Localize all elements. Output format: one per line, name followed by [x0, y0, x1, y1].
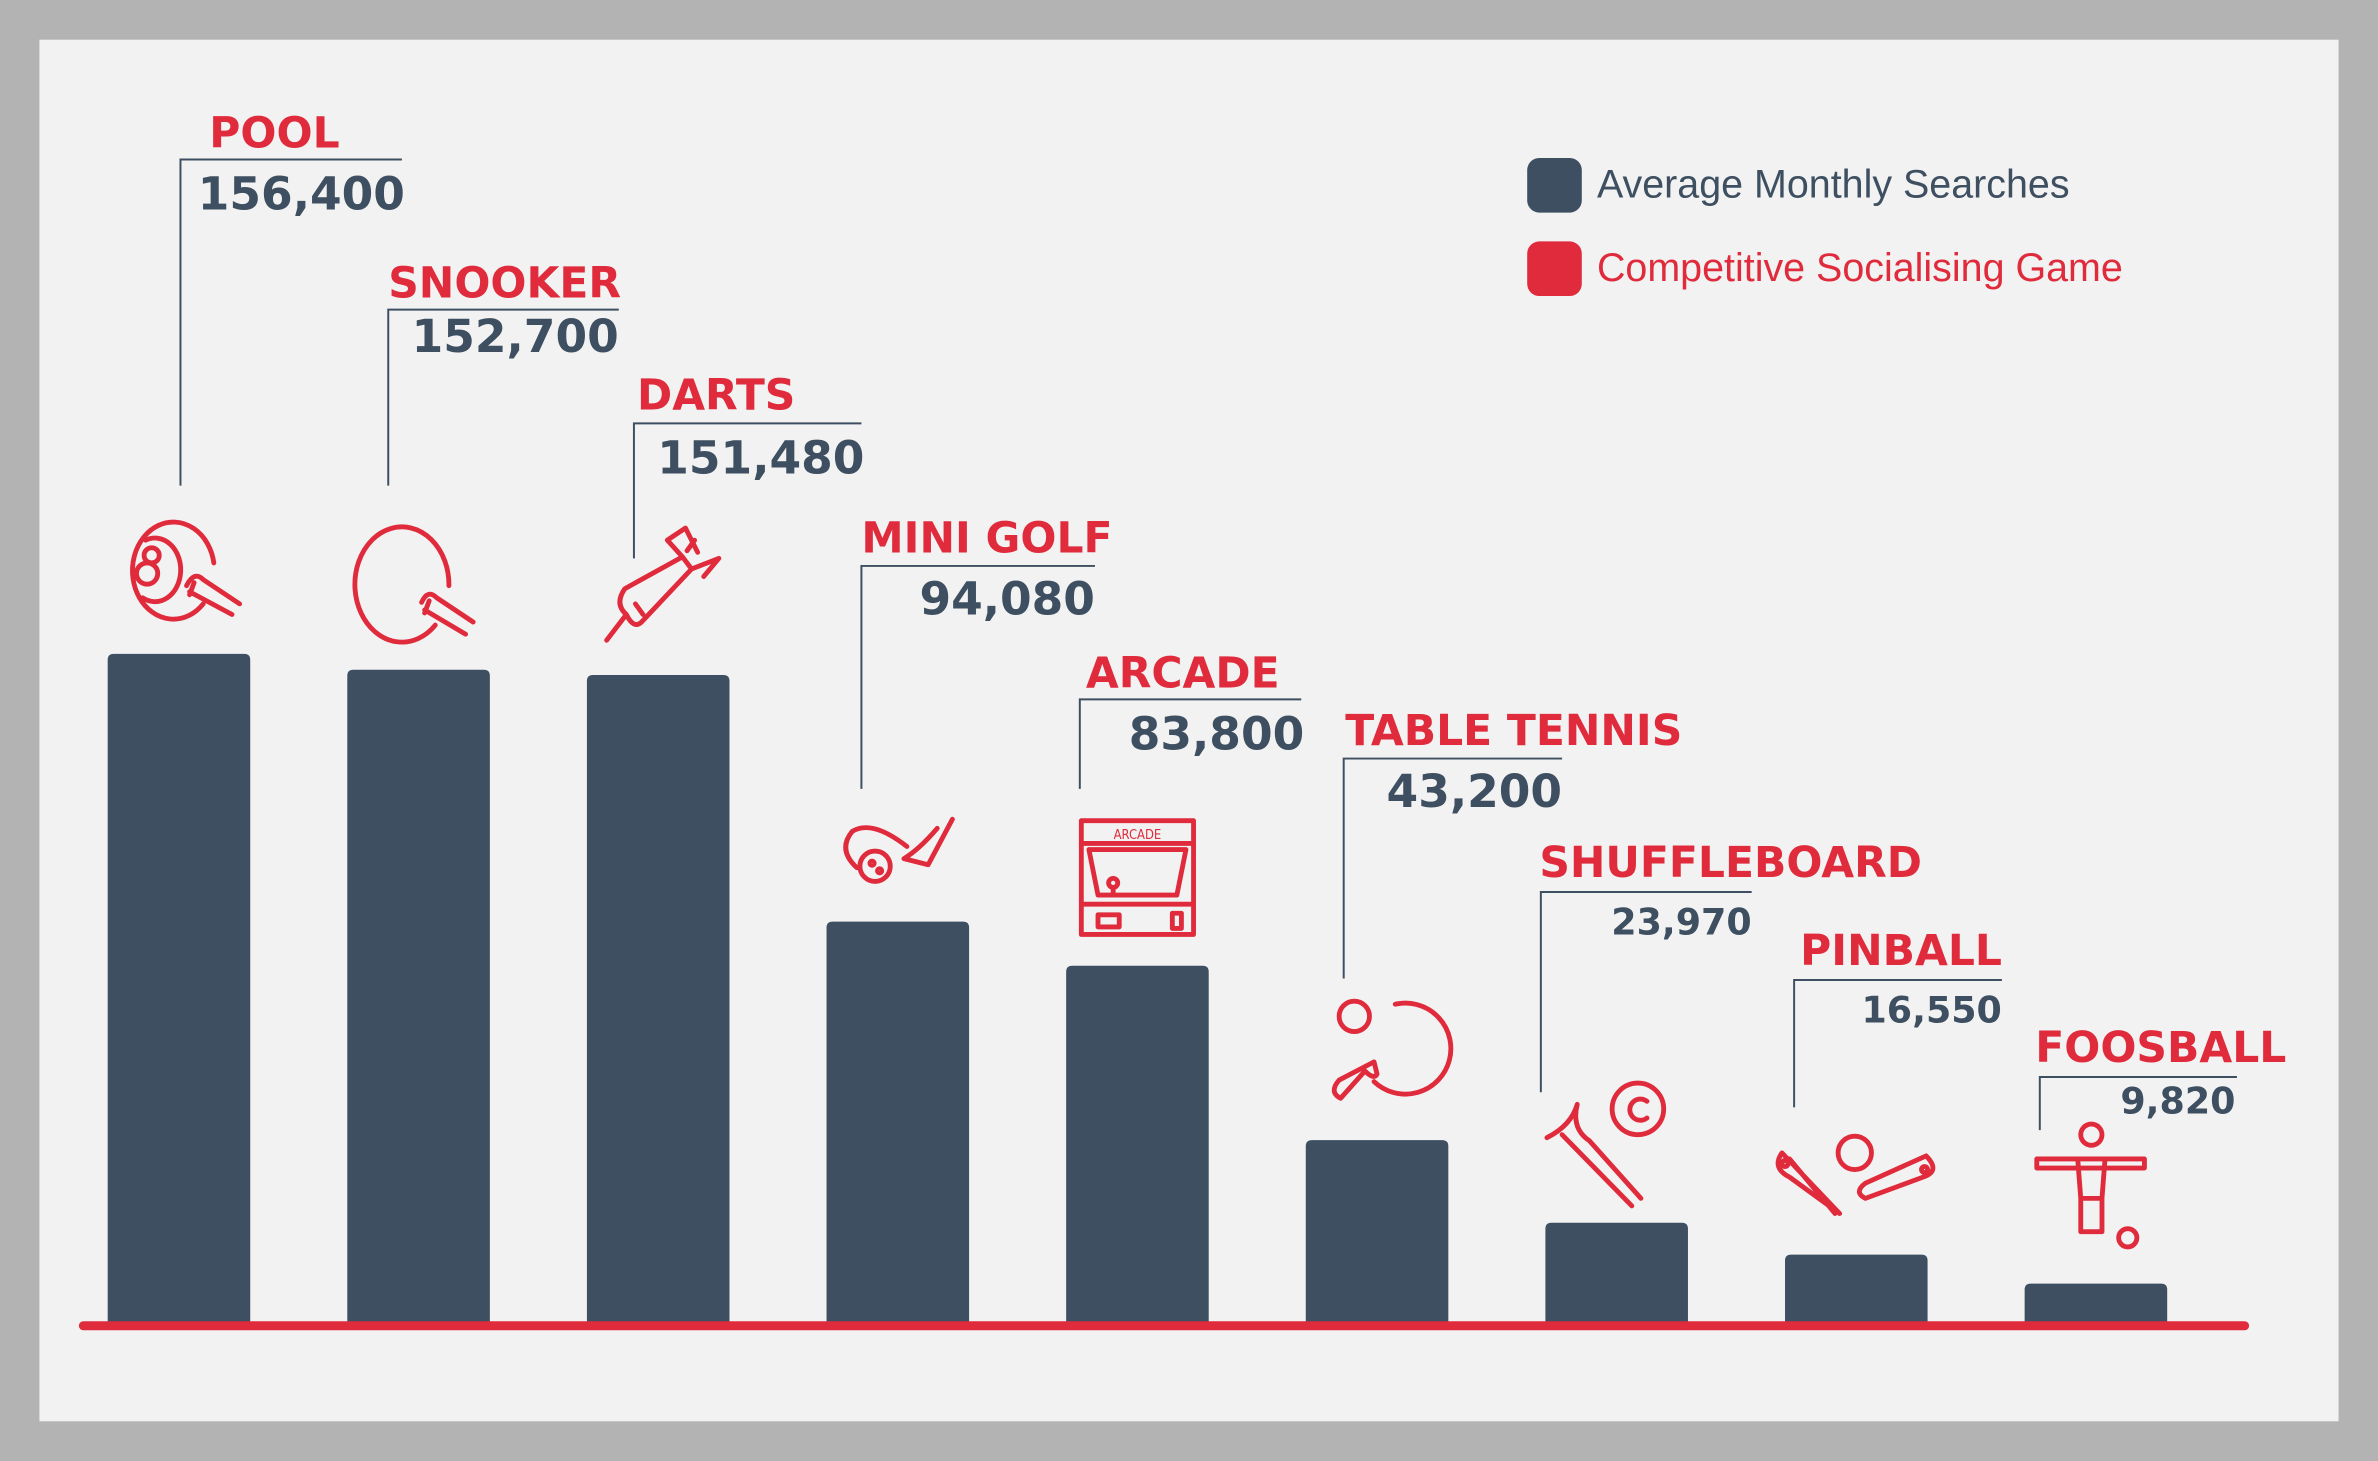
category-label: TABLE TENNIS — [1345, 707, 1682, 756]
data-label: 9,820 — [2120, 1079, 2235, 1122]
category-label: SNOOKER — [388, 260, 621, 309]
table-tennis-paddle-icon — [1331, 998, 1454, 1101]
data-label: 16,550 — [1862, 988, 2002, 1031]
bar-pinball — [1785, 1254, 1928, 1326]
bar-mini-golf — [826, 921, 970, 1326]
category-label: MINI GOLF — [861, 514, 1112, 563]
bar-table-tennis — [1305, 1140, 1449, 1326]
leader-line — [1078, 698, 1302, 789]
leader-line — [387, 308, 619, 486]
pinball-flippers-icon — [1775, 1133, 1936, 1216]
data-label: 43,200 — [1387, 765, 1563, 818]
bar-shuffleboard — [1545, 1222, 1688, 1326]
bar-pool — [107, 653, 251, 1326]
bar-darts — [586, 675, 730, 1326]
leader-line — [632, 422, 862, 559]
legend-swatch-searches — [1527, 157, 1582, 213]
arcade-cabinet-icon: ARCADE — [1078, 818, 1196, 937]
pool-ball-cue-icon — [130, 519, 243, 622]
foosball-player-icon — [2034, 1121, 2147, 1250]
legend-label-game: Competitive Socialising Game — [1597, 246, 2123, 290]
snooker-ball-cue-icon — [352, 524, 476, 645]
data-label: 151,480 — [657, 431, 864, 484]
baseline — [78, 1321, 2250, 1331]
bars — [107, 653, 2168, 1326]
bar-foosball — [2024, 1283, 2168, 1326]
dart-icon — [604, 525, 722, 643]
leader-line — [860, 564, 1095, 789]
leader-line — [1539, 891, 1752, 1093]
leader-line — [1793, 978, 2002, 1108]
leader-line — [179, 158, 402, 486]
legend: Average Monthly Searches Competitive Soc… — [1527, 157, 2123, 296]
mini-golf-club-icon — [843, 816, 955, 884]
leader-line — [1342, 757, 1563, 979]
category-label: SHUFFLEBOARD — [1539, 839, 1922, 888]
legend-label-searches: Average Monthly Searches — [1597, 162, 2070, 206]
leader-line — [2038, 1076, 2237, 1131]
shuffleboard-icon — [1544, 1080, 1667, 1209]
legend-swatch-game — [1527, 241, 1582, 296]
icons: ARCADE — [130, 519, 2147, 1250]
data-label: 156,400 — [198, 168, 405, 221]
bar-snooker — [347, 669, 490, 1326]
data-label: 83,800 — [1129, 707, 1305, 760]
arcade-icon-text: ARCADE — [1114, 828, 1162, 843]
category-label: POOL — [209, 109, 339, 158]
data-label: 152,700 — [412, 310, 619, 363]
category-label: ARCADE — [1086, 649, 1280, 698]
category-label: FOOSBALL — [2035, 1024, 2286, 1073]
bar-arcade — [1066, 965, 1209, 1326]
category-label: PINBALL — [1800, 927, 2002, 976]
data-label: 23,970 — [1611, 900, 1751, 943]
category-label: DARTS — [637, 372, 795, 421]
data-label: 94,080 — [919, 572, 1095, 625]
